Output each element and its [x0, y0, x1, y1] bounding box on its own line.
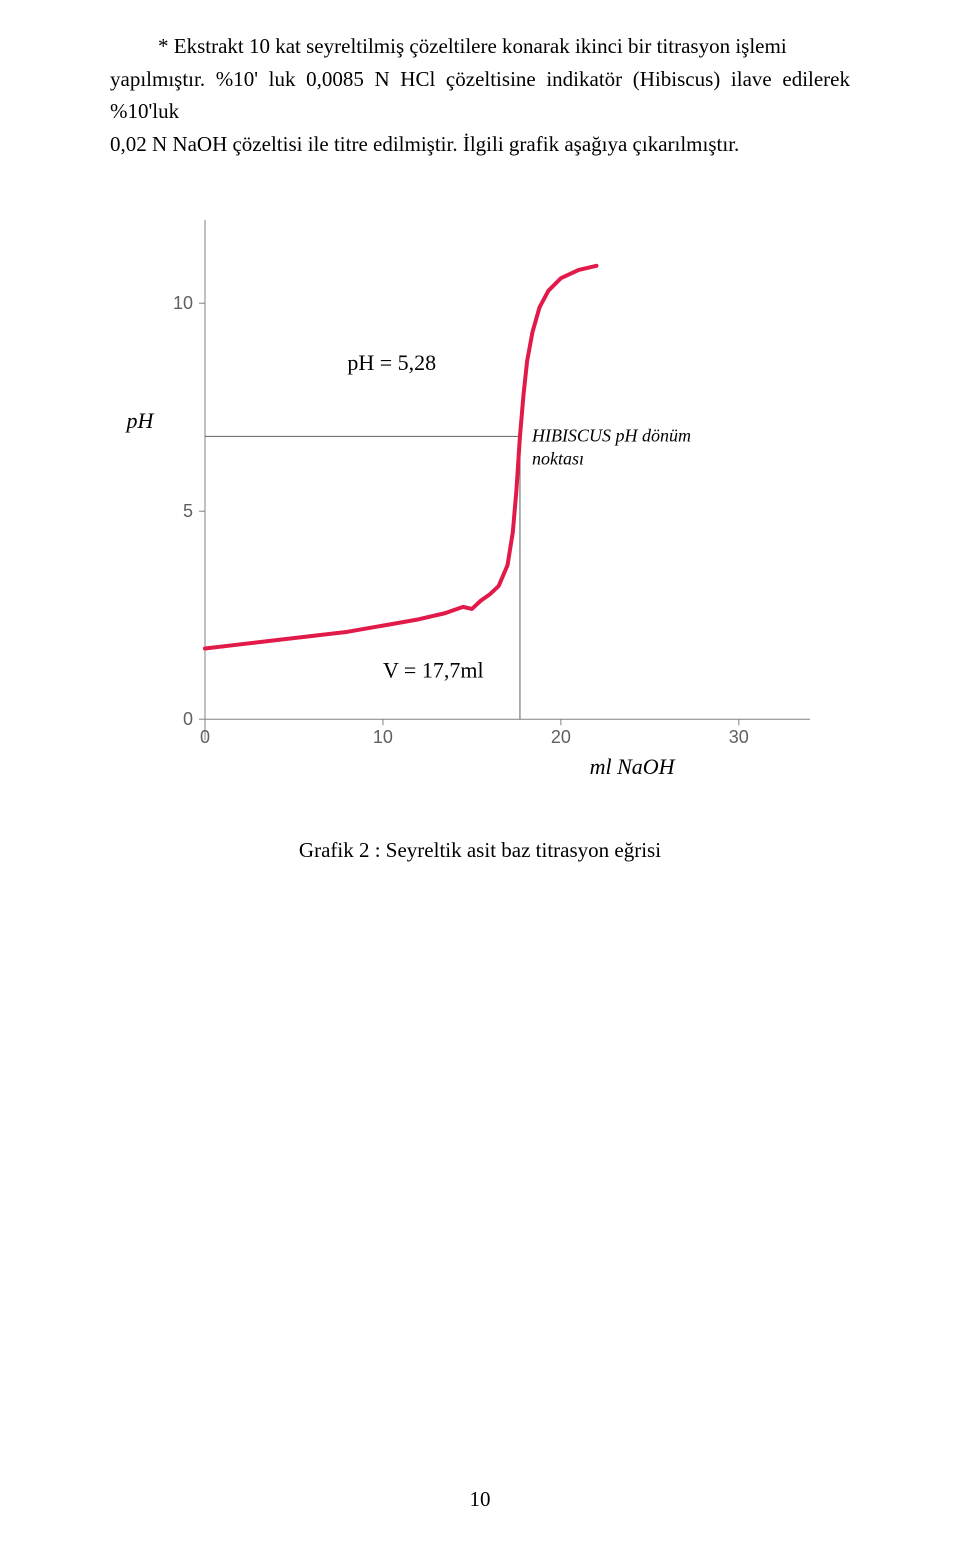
svg-text:V = 17,7ml: V = 17,7ml: [383, 658, 484, 683]
paragraph-line1: * Ekstrakt 10 kat seyreltilmiş çözeltile…: [158, 34, 787, 58]
svg-text:ml NaOH: ml NaOH: [590, 754, 676, 779]
figure-caption: Grafik 2 : Seyreltik asit baz titrasyon …: [110, 838, 850, 863]
page-container: * Ekstrakt 10 kat seyreltilmiş çözeltile…: [0, 0, 960, 1562]
svg-text:HIBISCUS pH dönüm: HIBISCUS pH dönüm: [531, 426, 691, 446]
svg-text:noktası: noktası: [532, 449, 584, 469]
svg-text:pH: pH: [125, 408, 155, 433]
page-number: 10: [0, 1487, 960, 1512]
titration-chart: 0 5 10 0 10 20 30 pH ml NaOH pH = 5,28 HIBISCUS pH…: [110, 200, 850, 820]
svg-text:pH = 5,28: pH = 5,28: [347, 350, 436, 375]
svg-text:0: 0: [183, 709, 193, 729]
svg-text:10: 10: [173, 293, 193, 313]
svg-text:0: 0: [200, 727, 210, 747]
chart-svg: 0 5 10 0 10 20 30 pH ml NaOH pH = 5,28 HIBISCUS pH…: [110, 200, 850, 820]
svg-text:5: 5: [183, 501, 193, 521]
svg-text:30: 30: [729, 727, 749, 747]
svg-text:10: 10: [373, 727, 393, 747]
paragraph-line2: yapılmıştır. %10' luk 0,0085 N HCl çözel…: [110, 67, 850, 124]
paragraph-line3: 0,02 N NaOH çözeltisi ile titre edilmişt…: [110, 132, 739, 156]
paragraph: * Ekstrakt 10 kat seyreltilmiş çözeltile…: [110, 30, 850, 160]
svg-text:20: 20: [551, 727, 571, 747]
